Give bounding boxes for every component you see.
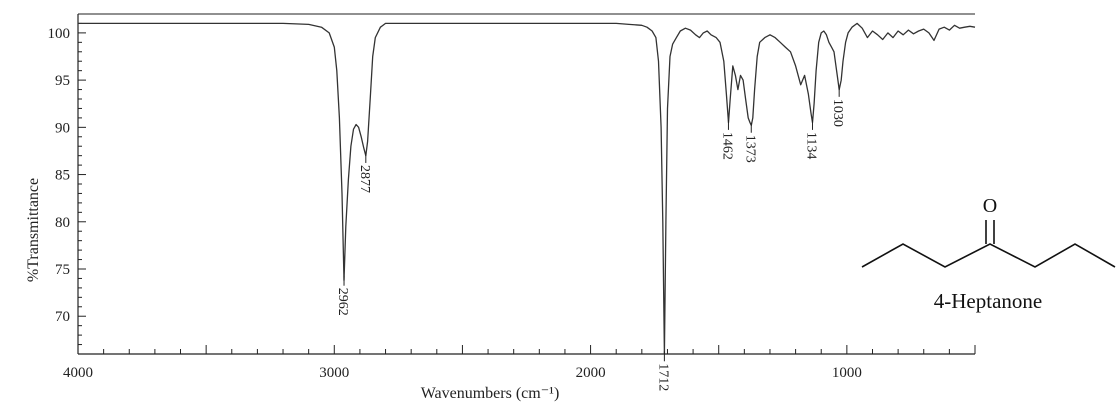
x-axis-title: Wavenumbers (cm⁻¹) <box>421 385 560 402</box>
peak-label-group: 1462 <box>719 132 734 160</box>
peak-label: 1462 <box>719 132 734 160</box>
molecule-structure: O 4-Heptanone <box>861 195 1116 313</box>
molecule-name: 4-Heptanone <box>934 289 1042 313</box>
peak-label: 1030 <box>830 99 845 127</box>
y-tick-label: 80 <box>55 215 70 231</box>
x-tick-label: 2000 <box>576 365 606 381</box>
peak-label: 1134 <box>804 132 819 159</box>
oxygen-atom-label: O <box>983 195 997 217</box>
peak-label-group: 1373 <box>742 135 757 163</box>
x-tick-label: 1000 <box>832 365 862 381</box>
peak-annotations: 2962 2877 1712 1462 1373 1134 1030 <box>335 86 845 391</box>
y-axis-ticks: 100 95 90 85 80 75 70 <box>48 22 86 346</box>
carbon-chain-bonds <box>861 243 1116 268</box>
peak-label-group: 1712 <box>655 363 670 391</box>
y-tick-label: 85 <box>55 168 70 184</box>
y-tick-label: 100 <box>48 26 71 42</box>
peak-label: 2877 <box>357 165 372 193</box>
y-tick-label: 90 <box>55 120 70 136</box>
peak-label-group: 1030 <box>830 99 845 127</box>
y-tick-label: 70 <box>55 309 70 325</box>
y-tick-label: 75 <box>55 262 70 278</box>
peak-label: 2962 <box>335 288 350 316</box>
y-axis-title: %Transmittance <box>25 178 42 282</box>
y-tick-label: 95 <box>55 73 70 89</box>
peak-label-group: 1134 <box>804 132 819 159</box>
peak-label: 1712 <box>655 363 670 391</box>
series-layer <box>78 22 976 355</box>
x-axis-ticks: 4000 3000 2000 1000 <box>63 345 976 381</box>
x-tick-label: 4000 <box>63 365 93 381</box>
peak-label: 1373 <box>742 135 757 163</box>
peak-label-group: 2877 <box>357 165 372 193</box>
peak-label-group: 2962 <box>335 288 350 316</box>
plot-frame <box>77 13 975 355</box>
x-tick-label: 3000 <box>319 365 349 381</box>
spectrum-line <box>78 22 976 355</box>
